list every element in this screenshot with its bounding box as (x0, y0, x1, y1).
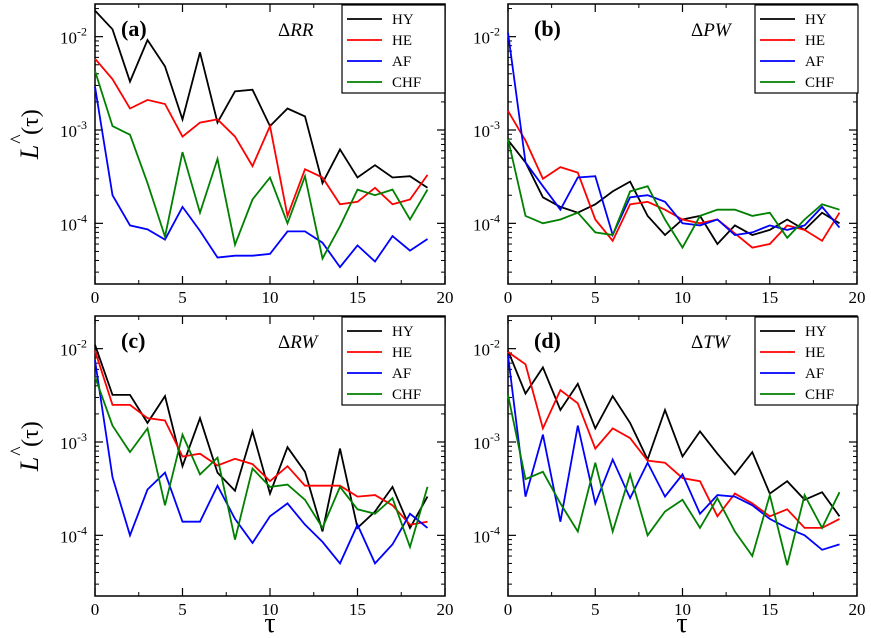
legend-label-af: AF (805, 366, 824, 382)
y-label-hat: ^ (7, 134, 29, 144)
x-tick-label: 0 (504, 288, 513, 307)
series-line-he (94, 350, 428, 526)
x-tick-label: 10 (674, 600, 691, 619)
series-line-chf (507, 138, 840, 250)
x-axis-label-right: τ (676, 608, 687, 638)
y-label-main: L (15, 457, 44, 472)
y-label-main: L (15, 145, 44, 160)
y-axis-label-bottom: ^ L (τ) (7, 421, 44, 472)
legend-label-he: HE (392, 345, 412, 361)
legend-label-hy: HY (392, 324, 414, 340)
series-line-chf (94, 376, 429, 550)
y-tick-label: 10-3 (60, 118, 87, 141)
legend-label-af: AF (805, 54, 824, 70)
x-tick-label: 5 (178, 288, 187, 307)
x-tick-label: 10 (262, 600, 279, 619)
series-line-hy (94, 9, 428, 189)
series-line-af (94, 360, 429, 566)
legend-label-chf: CHF (805, 75, 834, 91)
legend-label-he: HE (805, 33, 825, 49)
panels: 0 5 10 15 20 10-2 10-3 10-4 (a) ΔRR HY HE AF CHF 0 5 10 1… (60, 3, 866, 619)
chart-panel-3: 0 5 10 15 20 10-2 10-3 10-4 (c) ΔRW HY HE AF CHF (60, 315, 454, 619)
x-tick-label: 0 (91, 600, 100, 619)
y-label-hat: ^ (7, 446, 29, 456)
series-line-hy (507, 139, 840, 246)
x-tick-label: 15 (349, 600, 366, 619)
series-line-af (507, 32, 841, 238)
legend-box (341, 316, 446, 406)
y-axis-label-top: ^ L (τ) (7, 109, 44, 160)
x-tick-label: 10 (674, 288, 691, 307)
panel-label: (b) (534, 16, 561, 41)
y-tick-label: 10-2 (473, 25, 500, 48)
series-line-he (94, 58, 429, 220)
legend-label-hy: HY (392, 12, 414, 28)
x-tick-label: 15 (761, 600, 778, 619)
panel-label: (a) (121, 16, 147, 41)
x-axis-label-left: τ (264, 608, 275, 638)
x-tick-label: 15 (349, 288, 366, 307)
legend-label-he: HE (392, 33, 412, 49)
chart-panel-1: 0 5 10 15 20 10-2 10-3 10-4 (a) ΔRR HY HE AF CHF (60, 3, 454, 307)
y-tick-label: 10-3 (473, 118, 500, 141)
legend-label-hy: HY (805, 324, 827, 340)
x-tick-label: 0 (91, 288, 100, 307)
x-tick-label: 5 (591, 288, 600, 307)
x-tick-label: 10 (262, 288, 279, 307)
y-tick-label: 10-4 (60, 211, 87, 234)
panel-title: ΔPW (691, 20, 733, 41)
x-tick-label: 5 (591, 600, 600, 619)
x-tick-label: 5 (178, 600, 187, 619)
series-line-af (507, 355, 840, 551)
series-line-he (507, 351, 840, 529)
chart-panel-2: 0 5 10 15 20 10-2 10-3 10-4 (b) ΔPW HY HE AF CHF (473, 3, 866, 307)
y-tick-label: 10-2 (473, 337, 500, 360)
x-tick-label: 20 (849, 600, 866, 619)
legend-label-chf: CHF (392, 75, 421, 91)
series-line-chf (507, 394, 841, 566)
y-label-paren: (τ) (18, 109, 44, 135)
series-line-hy (507, 350, 841, 517)
y-tick-label: 10-2 (60, 337, 87, 360)
y-tick-label: 10-3 (60, 430, 87, 453)
legend-label-hy: HY (805, 12, 827, 28)
panel-title: ΔRR (278, 20, 314, 41)
y-label-paren: (τ) (18, 421, 44, 447)
series-line-af (94, 86, 428, 269)
legend-label-chf: CHF (805, 387, 834, 403)
legend-label-he: HE (805, 345, 825, 361)
y-tick-label: 10-4 (473, 211, 500, 234)
panel-label: (d) (534, 328, 561, 353)
y-tick-label: 10-4 (60, 523, 87, 546)
y-tick-label: 10-2 (60, 25, 87, 48)
panel-title: ΔRW (278, 332, 319, 353)
x-tick-label: 0 (504, 600, 513, 619)
chart-panel-4: 0 5 10 15 20 10-2 10-3 10-4 (d) ΔTW HY HE AF CHF (473, 315, 866, 619)
x-tick-label: 20 (437, 600, 454, 619)
x-tick-label: 20 (849, 288, 866, 307)
series-line-chf (94, 70, 429, 262)
legend-label-af: AF (392, 54, 411, 70)
x-tick-label: 15 (761, 288, 778, 307)
panel-label: (c) (121, 328, 145, 353)
legend-label-af: AF (392, 366, 411, 382)
legend-label-chf: CHF (392, 387, 421, 403)
y-tick-label: 10-3 (473, 430, 500, 453)
x-tick-label: 20 (437, 288, 454, 307)
y-tick-label: 10-4 (473, 523, 500, 546)
panel-title: ΔTW (691, 332, 732, 353)
